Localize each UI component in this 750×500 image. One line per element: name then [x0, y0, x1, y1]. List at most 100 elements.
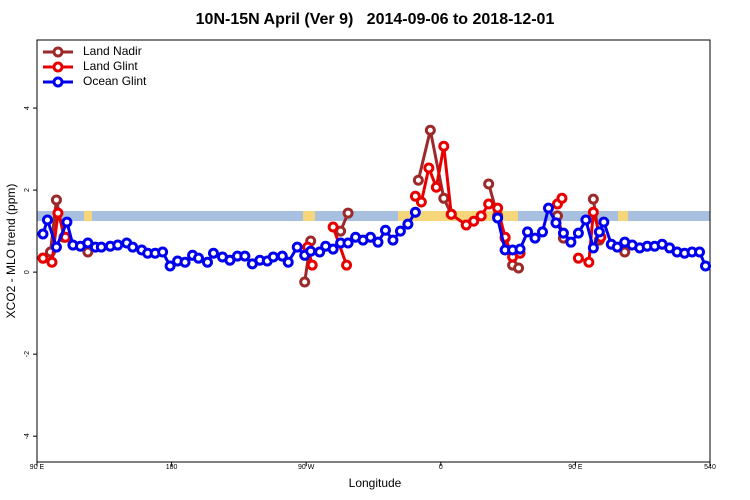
data-point — [201, 256, 213, 268]
data-point — [556, 192, 568, 204]
data-point — [239, 250, 251, 262]
data-point — [95, 241, 107, 253]
data-point — [580, 214, 592, 226]
data-point — [438, 140, 450, 152]
x-tick-label: 180 — [166, 464, 178, 471]
data-point — [299, 276, 311, 288]
y-tick-label: -2 — [24, 351, 31, 357]
data-point — [387, 234, 399, 246]
data-point — [394, 225, 406, 237]
data-point — [565, 236, 577, 248]
data-point — [50, 241, 62, 253]
data-point — [327, 243, 339, 255]
data-point — [291, 241, 303, 253]
data-point — [157, 246, 169, 258]
data-point — [46, 256, 58, 268]
data-point — [542, 202, 554, 214]
data-point — [276, 250, 288, 262]
data-point — [306, 259, 318, 271]
data-point — [587, 206, 599, 218]
data-point — [483, 178, 495, 190]
data-point — [445, 208, 457, 220]
data-point — [415, 196, 427, 208]
data-point — [127, 241, 139, 253]
x-tick-label: 540 — [704, 464, 716, 471]
data-point — [37, 228, 49, 240]
data-point — [587, 193, 599, 205]
plot-frame — [36, 39, 711, 463]
land-patch — [398, 211, 518, 221]
data-point — [557, 227, 569, 239]
data-point — [379, 224, 391, 236]
data-point — [207, 247, 219, 259]
data-point — [164, 260, 176, 272]
data-point — [50, 194, 62, 206]
data-point — [468, 215, 480, 227]
y-tick-label: 2 — [24, 188, 31, 192]
data-point — [572, 227, 584, 239]
legend-swatch — [52, 76, 64, 88]
data-point — [412, 174, 424, 186]
data-point — [529, 232, 541, 244]
legend-label: Land Glint — [83, 59, 138, 73]
data-point — [492, 212, 504, 224]
data-point — [483, 198, 495, 210]
data-point — [112, 239, 124, 251]
data-point — [61, 216, 73, 228]
y-tick-label: -4 — [24, 433, 31, 439]
y-tick-label: 4 — [24, 106, 31, 110]
data-point — [179, 256, 191, 268]
legend-label: Land Nadir — [83, 44, 142, 58]
data-point — [700, 260, 712, 272]
data-point — [598, 216, 610, 228]
map-strip — [37, 211, 710, 221]
data-point — [593, 226, 605, 238]
data-point — [267, 251, 279, 263]
x-tick-label: 0 — [439, 464, 443, 471]
data-point — [522, 226, 534, 238]
data-point — [52, 207, 64, 219]
x-tick-label: 90 E — [568, 464, 583, 471]
data-point — [402, 218, 414, 230]
data-point — [423, 162, 435, 174]
x-tick-label: 90 W — [298, 464, 315, 471]
data-point — [513, 262, 525, 274]
legend-swatch — [52, 46, 64, 58]
data-point — [438, 192, 450, 204]
data-point — [327, 221, 339, 233]
data-point — [424, 124, 436, 136]
data-point — [342, 237, 354, 249]
data-point — [372, 236, 384, 248]
land-patch — [618, 211, 628, 221]
legend-swatch — [52, 61, 64, 73]
data-point — [611, 241, 623, 253]
data-point — [305, 245, 317, 257]
data-point — [619, 246, 631, 258]
data-point — [37, 252, 49, 264]
chart-title: 10N-15N April (Ver 9) 2014-09-06 to 2018… — [196, 11, 555, 28]
data-point — [41, 214, 53, 226]
data-point — [409, 206, 421, 218]
data-point — [492, 202, 504, 214]
data-point — [514, 243, 526, 255]
data-point — [536, 226, 548, 238]
data-point — [193, 252, 205, 264]
land-patch — [303, 211, 315, 221]
x-tick-label: 90 E — [30, 464, 45, 471]
data-point — [341, 259, 353, 271]
data-point — [550, 217, 562, 229]
data-point — [583, 256, 595, 268]
data-point — [342, 207, 354, 219]
data-point — [430, 181, 442, 193]
data-point — [572, 252, 584, 264]
series-line — [43, 130, 625, 282]
data-point — [475, 210, 487, 222]
data-point — [282, 256, 294, 268]
data-point — [365, 231, 377, 243]
x-axis-label: Longitude — [349, 476, 402, 490]
data-point — [587, 242, 599, 254]
data-point — [694, 246, 706, 258]
land-patch — [84, 211, 92, 221]
y-axis-label: XCO2 - MLO trend (ppm) — [4, 184, 18, 319]
